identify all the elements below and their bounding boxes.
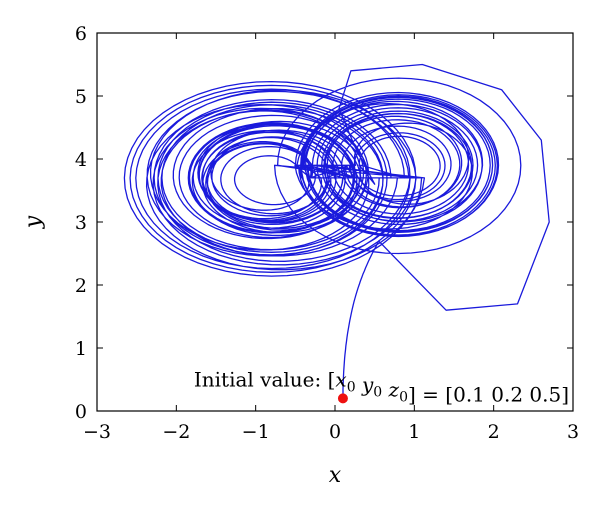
x-axis-label: x	[329, 463, 342, 488]
y-tick-label: 1	[75, 338, 87, 360]
annotation-subscript: 0	[347, 380, 356, 396]
annotation-subscript: 0	[399, 390, 408, 406]
annotation-subscript: 0	[373, 385, 382, 401]
x-tick-label: 2	[488, 421, 500, 443]
x-tick-label: 1	[408, 421, 420, 443]
y-tick-label: 6	[75, 23, 87, 45]
annotation-var: z	[382, 378, 399, 402]
y-tick-label: 0	[75, 401, 87, 423]
annotation-suffix: ] = [0.1 0.2 0.5]	[408, 383, 569, 407]
annotation-var: x	[335, 368, 346, 392]
trajectory-series	[123, 63, 550, 399]
initial-point-markers	[337, 393, 348, 404]
initial-point-marker	[337, 393, 348, 404]
initial-value-annotation: Initial value: [x0 y0 z0] = [0.1 0.2 0.5…	[194, 368, 569, 407]
y-tick-label: 3	[75, 212, 87, 234]
axis-ticks	[96, 32, 574, 412]
annotation-var: y	[356, 373, 374, 397]
trajectory-line	[123, 63, 550, 399]
y-axis-label: y	[21, 215, 46, 229]
y-tick-label: 2	[75, 275, 87, 297]
x-tick-label: −3	[83, 421, 111, 443]
x-tick-label: 3	[567, 421, 579, 443]
y-tick-label: 4	[75, 149, 87, 171]
x-tick-label: 0	[329, 421, 341, 443]
annotation-prefix: Initial value: [	[194, 368, 336, 392]
x-tick-label: −2	[162, 421, 190, 443]
y-tick-label: 5	[75, 86, 87, 108]
x-tick-label: −1	[242, 421, 270, 443]
